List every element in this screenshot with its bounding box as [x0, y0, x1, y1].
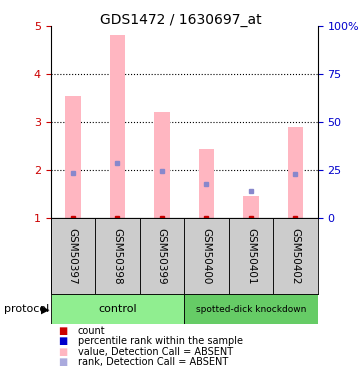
Text: GSM50399: GSM50399 [157, 228, 167, 284]
Text: ▶: ▶ [41, 304, 49, 314]
Text: GSM50398: GSM50398 [112, 228, 122, 284]
Text: GSM50400: GSM50400 [201, 228, 212, 284]
Bar [229, 217, 273, 294]
Bar [184, 217, 229, 294]
Text: spotted-dick knockdown: spotted-dick knockdown [196, 305, 306, 314]
Bar [273, 217, 318, 294]
Bar [109, 35, 125, 218]
Bar [154, 112, 170, 218]
Bar [140, 217, 184, 294]
Text: GSM50402: GSM50402 [290, 228, 300, 284]
Bar [243, 196, 259, 217]
Text: ■: ■ [58, 347, 67, 357]
Text: control: control [98, 304, 136, 314]
Text: ■: ■ [58, 357, 67, 367]
Text: ■: ■ [58, 336, 67, 346]
Bar [65, 96, 81, 218]
Text: protocol: protocol [4, 304, 49, 314]
Text: count: count [78, 326, 105, 336]
Text: value, Detection Call = ABSENT: value, Detection Call = ABSENT [78, 347, 233, 357]
Bar [184, 294, 318, 324]
Bar [288, 127, 303, 218]
Bar [51, 294, 184, 324]
Text: percentile rank within the sample: percentile rank within the sample [78, 336, 243, 346]
Bar [95, 217, 140, 294]
Text: GDS1472 / 1630697_at: GDS1472 / 1630697_at [100, 13, 261, 27]
Text: GSM50397: GSM50397 [68, 228, 78, 284]
Text: GSM50401: GSM50401 [246, 228, 256, 284]
Bar [51, 217, 95, 294]
Text: ■: ■ [58, 326, 67, 336]
Bar [199, 149, 214, 217]
Text: rank, Detection Call = ABSENT: rank, Detection Call = ABSENT [78, 357, 228, 367]
